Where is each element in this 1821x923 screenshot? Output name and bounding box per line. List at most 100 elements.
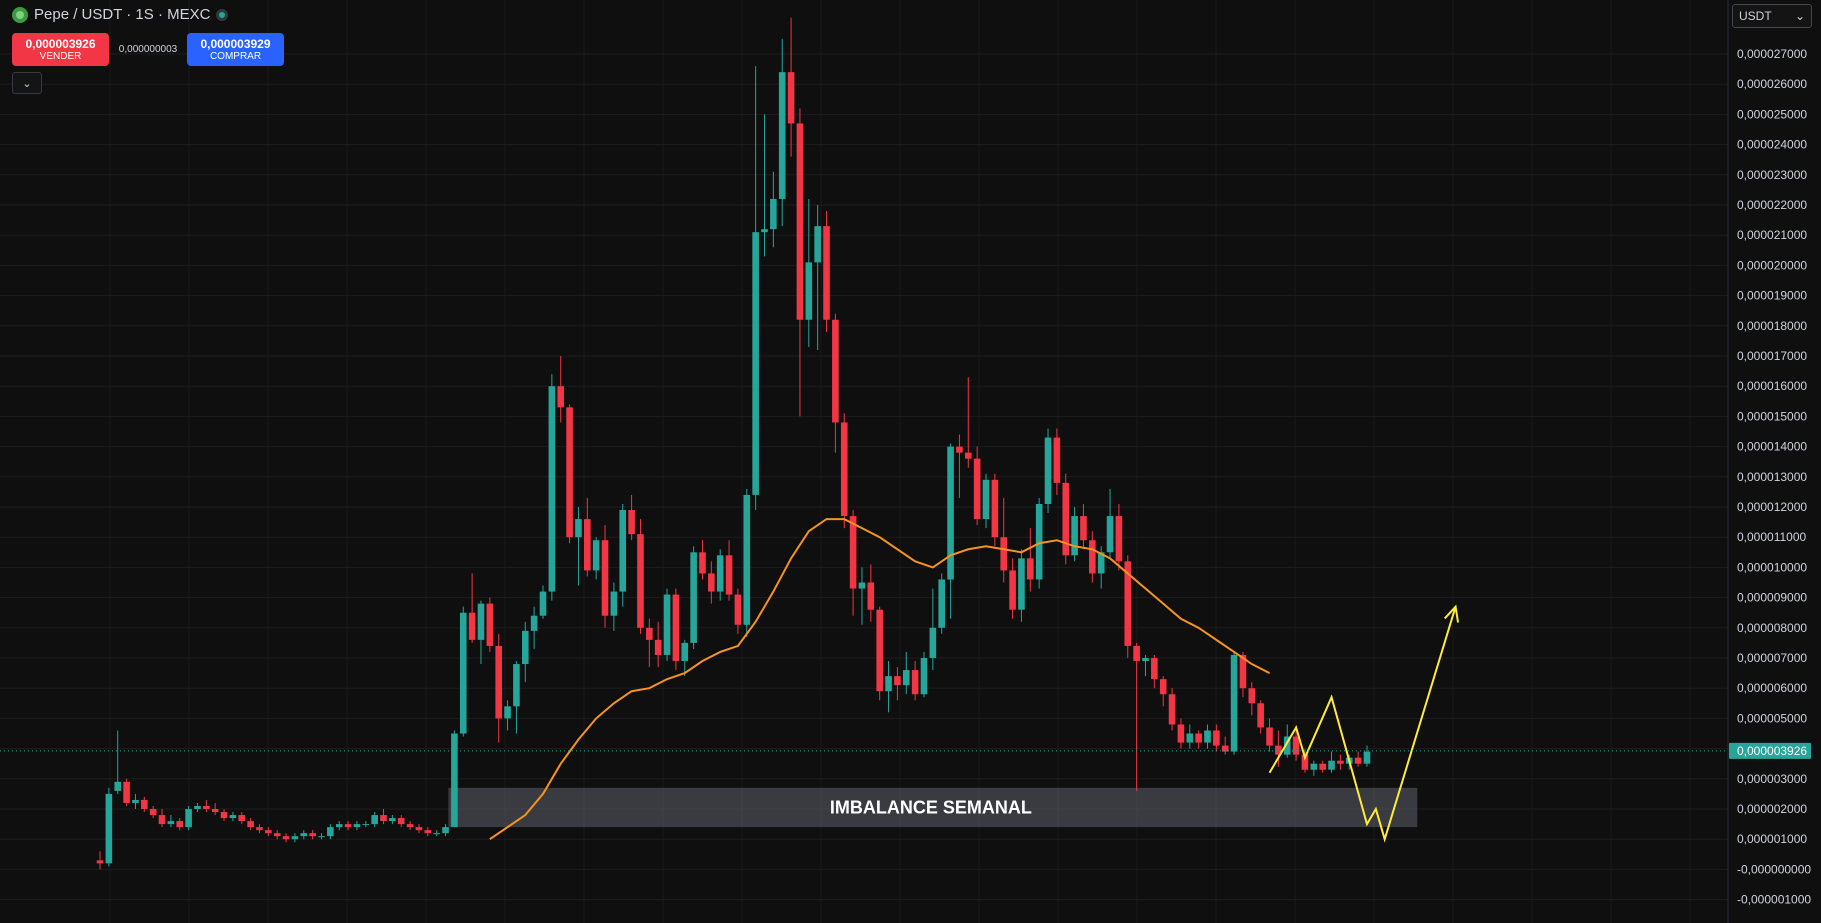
candle-body[interactable] [628,510,635,535]
candle-body[interactable] [1124,561,1132,646]
candle-body[interactable] [123,781,130,803]
candle-body[interactable] [389,818,396,822]
candle-body[interactable] [619,510,627,592]
candle-body[interactable] [521,630,529,665]
candle-body[interactable] [699,552,706,574]
candle-body[interactable] [1097,552,1105,574]
candle-body[interactable] [938,579,945,628]
candle-body[interactable] [672,594,680,662]
candle-body[interactable] [291,836,299,840]
candle-body[interactable] [646,627,653,640]
candle-body[interactable] [1354,757,1362,764]
currency-select[interactable]: USDT ⌄ [1732,4,1812,28]
candle-body[interactable] [1053,437,1061,483]
candle-body[interactable] [840,422,848,517]
candle-body[interactable] [743,494,751,625]
candle-body[interactable] [433,833,440,835]
candle-body[interactable] [1044,437,1052,504]
candle-body[interactable] [1115,516,1123,562]
candle-body[interactable] [1151,658,1158,680]
candle-body[interactable] [1213,730,1220,746]
candle-body[interactable] [406,824,414,828]
candle-body[interactable] [956,446,963,453]
candles-layer[interactable] [96,17,1371,870]
candle-body[interactable] [96,860,104,864]
candle-body[interactable] [273,833,281,837]
candle-body[interactable] [353,824,361,828]
candle-body[interactable] [770,198,777,230]
candle-body[interactable] [681,642,689,662]
candle-body[interactable] [327,827,334,837]
candle-body[interactable] [557,386,565,408]
candle-body[interactable] [114,781,122,791]
candle-body[interactable] [1159,679,1167,695]
candle-body[interactable] [539,591,547,616]
candle-body[interactable] [185,809,192,828]
candle-body[interactable] [132,799,139,803]
candle-body[interactable] [380,815,387,822]
candle-body[interactable] [929,627,937,658]
candle-body[interactable] [149,809,157,816]
candle-body[interactable] [1168,694,1176,725]
candle-body[interactable] [1221,745,1229,752]
candle-body[interactable] [823,226,830,320]
candle-body[interactable] [1257,703,1264,728]
candle-body[interactable] [1106,516,1114,553]
candle-body[interactable] [141,799,148,809]
candle-body[interactable] [442,827,449,834]
candle-body[interactable] [548,386,556,592]
candle-body[interactable] [256,827,263,831]
candle-body[interactable] [220,812,228,819]
candle-body[interactable] [504,706,511,719]
candle-body[interactable] [105,793,113,864]
candle-body[interactable] [858,582,866,589]
candle-body[interactable] [513,664,520,707]
candle-body[interactable] [1310,763,1318,770]
candle-body[interactable] [211,809,219,813]
candle-body[interactable] [761,229,768,233]
candle-body[interactable] [1195,733,1202,743]
candle-body[interactable] [247,821,254,828]
candle-body[interactable] [495,645,502,719]
candle-body[interactable] [1266,727,1273,746]
candle-body[interactable] [876,609,883,692]
buy-button[interactable]: 0,000003929 COMPRAR [187,33,284,66]
candle-body[interactable] [459,612,467,734]
candle-body[interactable] [1239,654,1247,689]
candle-body[interactable] [203,805,210,809]
candle-body[interactable] [1204,730,1211,743]
symbol-title[interactable]: Pepe / USDT · 1S · MEXC [34,6,211,23]
candle-body[interactable] [832,319,839,423]
candle-body[interactable] [911,670,919,695]
candle-body[interactable] [1009,570,1016,610]
candle-body[interactable] [265,830,272,834]
candle-body[interactable] [1363,751,1371,764]
candle-body[interactable] [176,821,184,828]
candle-body[interactable] [894,676,901,686]
candle-body[interactable] [1177,724,1185,743]
candle-body[interactable] [1275,745,1282,755]
candle-body[interactable] [229,815,237,819]
candle-body[interactable] [468,612,476,640]
candle-body[interactable] [575,519,582,538]
candle-body[interactable] [1080,516,1087,541]
candle-body[interactable] [708,573,715,592]
candle-body[interactable] [867,582,875,610]
candle-body[interactable] [654,639,662,655]
symbol-header[interactable]: Pepe / USDT · 1S · MEXC [12,6,229,23]
candle-body[interactable] [415,827,423,831]
candle-body[interactable] [1292,736,1300,755]
candle-body[interactable] [566,407,573,538]
candle-body[interactable] [725,555,733,595]
candle-body[interactable] [814,226,821,263]
candle-body[interactable] [592,540,600,571]
candle-body[interactable] [734,594,742,625]
candle-body[interactable] [1328,760,1335,770]
candle-body[interactable] [982,479,990,520]
candle-body[interactable] [752,232,759,495]
candle-body[interactable] [947,446,954,580]
candle-body[interactable] [1142,658,1149,662]
candle-body[interactable] [1027,558,1034,580]
candle-body[interactable] [486,603,494,646]
